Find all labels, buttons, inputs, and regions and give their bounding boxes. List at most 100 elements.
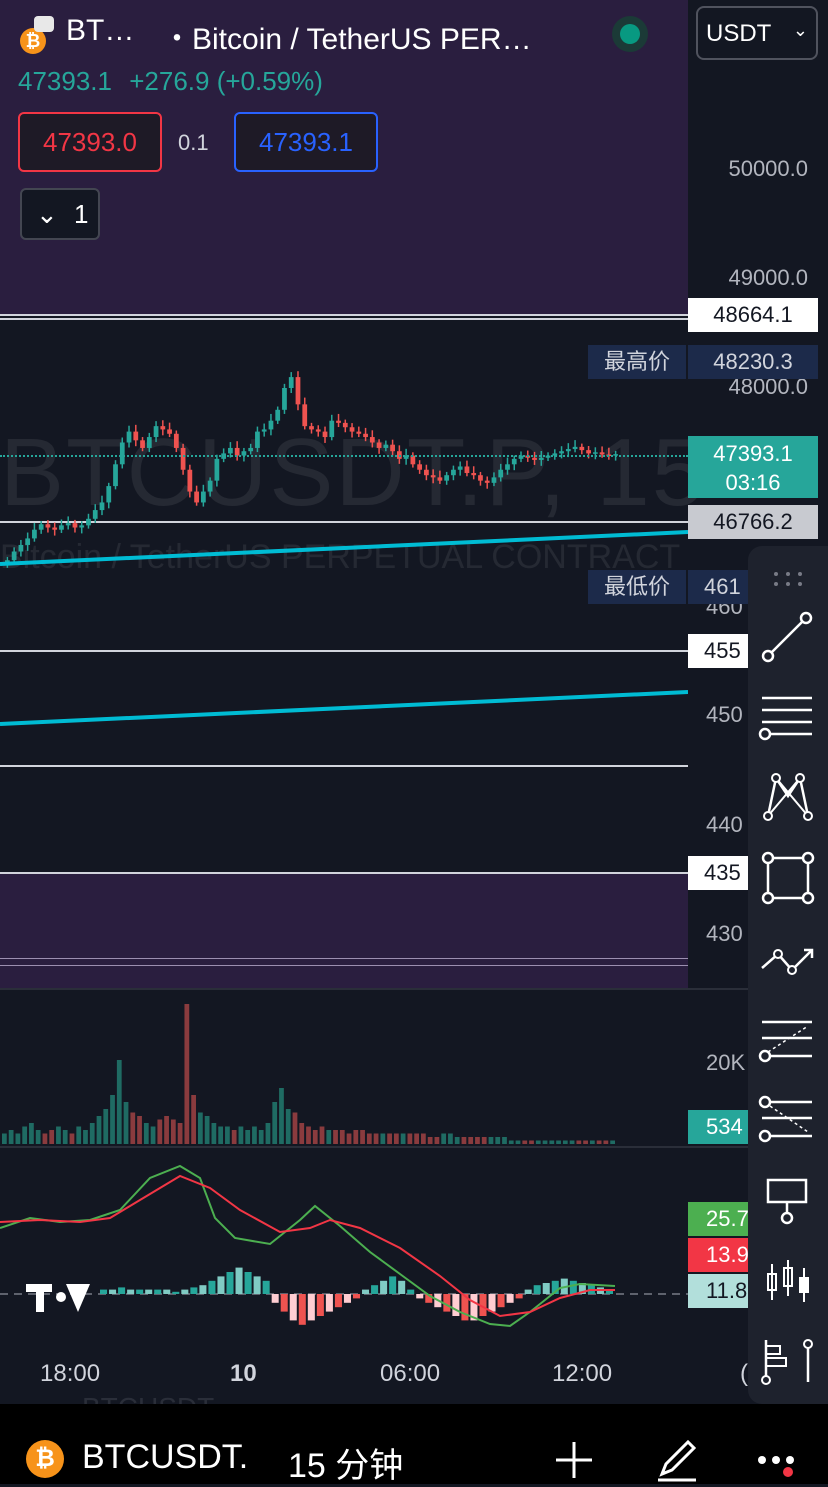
- histogram-bar: [506, 1294, 514, 1303]
- rectangle-icon[interactable]: [748, 838, 828, 918]
- histogram-bar: [425, 1294, 433, 1303]
- volume-bar: [197, 1112, 203, 1144]
- histogram-bar: [208, 1280, 216, 1294]
- volume-bar: [279, 1088, 284, 1144]
- sell-button[interactable]: 47393.0: [18, 112, 162, 172]
- candle-body: [309, 426, 314, 430]
- volume-chart[interactable]: [0, 990, 688, 1146]
- volume-bar: [414, 1133, 420, 1144]
- buy-button[interactable]: 47393.1: [234, 112, 378, 172]
- histogram-bar: [343, 1294, 351, 1303]
- volume-bar: [387, 1133, 392, 1144]
- symbol-description[interactable]: ・Bitcoin / TetherUS PER…: [162, 23, 532, 56]
- volume-bar: [434, 1137, 440, 1144]
- volume-bar: [407, 1133, 413, 1144]
- price-tick-43000: 430: [706, 921, 743, 946]
- volume-bar: [589, 1140, 595, 1144]
- histogram-bar: [533, 1285, 541, 1294]
- trendline-lower[interactable]: [0, 690, 688, 726]
- candles-icon[interactable]: [748, 1240, 828, 1320]
- line-price-tag-3[interactable]: 455: [688, 634, 748, 668]
- trendline-icon[interactable]: [748, 596, 828, 676]
- zone-line-b: [0, 965, 688, 966]
- horizontal-lines-icon[interactable]: [748, 676, 828, 756]
- volume-bar: [137, 1116, 142, 1144]
- histogram-bar: [605, 1289, 613, 1294]
- histogram-bar: [298, 1294, 306, 1325]
- candle-body: [437, 477, 443, 481]
- more-options-icon[interactable]: [752, 1444, 808, 1484]
- candle-body: [288, 377, 294, 388]
- grip-icon[interactable]: [748, 554, 828, 594]
- candle-body: [146, 437, 152, 448]
- high-price-tag: 48230.3: [688, 345, 818, 379]
- candle-body: [376, 442, 382, 448]
- line-price-tag-2[interactable]: 46766.2: [688, 505, 818, 539]
- histogram-bar: [569, 1280, 577, 1294]
- volume-bar: [150, 1126, 156, 1144]
- demand-zone: [0, 872, 688, 988]
- volume-bar: [441, 1133, 447, 1144]
- line-price-tag-1[interactable]: 48664.1: [688, 298, 818, 332]
- histogram-bar: [217, 1276, 225, 1294]
- volume-bar: [312, 1130, 318, 1144]
- pattern-icon[interactable]: [748, 756, 828, 836]
- signal-line: [0, 1174, 615, 1318]
- price-change: +276.9 (+0.59%): [129, 66, 323, 96]
- time-tick-day10: 10: [230, 1360, 257, 1387]
- volume-bar: [366, 1133, 372, 1144]
- line-price-tag-4[interactable]: 435: [688, 856, 748, 890]
- macd-line: [0, 1164, 616, 1328]
- histogram-bar: [307, 1294, 315, 1321]
- candle-body: [336, 420, 341, 423]
- bar-order-icon[interactable]: [748, 1320, 828, 1400]
- volume-bar: [400, 1133, 406, 1144]
- currency-value: USDT: [706, 20, 772, 47]
- volume-bar: [35, 1130, 41, 1144]
- volume-bar: [69, 1133, 75, 1144]
- symbol-short[interactable]: BT…: [66, 14, 135, 47]
- volume-bar: [76, 1126, 82, 1144]
- volume-bar: [380, 1133, 386, 1144]
- histogram-bar: [398, 1280, 406, 1294]
- pane-separator-1: [0, 988, 748, 990]
- footer-symbol[interactable]: BTCUSDT.: [82, 1438, 249, 1476]
- collapse-indicators-button[interactable]: ⌄ 1: [20, 188, 100, 240]
- histogram-bar: [271, 1294, 279, 1303]
- macd-chart[interactable]: [0, 1148, 688, 1348]
- text-note-icon[interactable]: [748, 1160, 828, 1240]
- horizontal-line-3[interactable]: [0, 650, 688, 652]
- volume-bar: [96, 1116, 102, 1144]
- horizontal-line-4[interactable]: [0, 765, 688, 767]
- fib-retracement-icon[interactable]: [748, 1000, 828, 1080]
- candle-body: [356, 431, 362, 434]
- currency-select[interactable]: USDT ⌄: [696, 6, 818, 60]
- fib-extension-icon[interactable]: [748, 1080, 828, 1160]
- volume-bar: [8, 1130, 14, 1144]
- bitcoin-icon: ₿: [26, 1440, 64, 1478]
- horizontal-line-1[interactable]: [0, 314, 688, 316]
- volume-bar: [292, 1112, 298, 1144]
- trendline-upper[interactable]: [0, 530, 688, 566]
- price-tick-49000: 49000.0: [728, 265, 808, 290]
- current-price-line: [0, 455, 688, 457]
- zone-line-a: [0, 958, 688, 959]
- volume-bar: [15, 1133, 21, 1144]
- candle-body: [214, 458, 220, 481]
- volume-bar: [610, 1140, 615, 1144]
- interval-button[interactable]: 15 分钟: [288, 1447, 404, 1485]
- horizontal-line-2[interactable]: [0, 521, 688, 523]
- histogram-value-tag: 11.8: [688, 1274, 748, 1308]
- horizontal-line-5[interactable]: [0, 872, 688, 874]
- candle-body: [315, 429, 321, 432]
- time-tick-0600: 06:00: [380, 1360, 441, 1387]
- add-icon[interactable]: [552, 1438, 596, 1482]
- chevron-down-icon: ⌄: [792, 20, 808, 40]
- candle-body: [248, 447, 254, 452]
- signal-value-tag: 13.9: [688, 1238, 748, 1272]
- volume-bar: [319, 1126, 325, 1144]
- drawing-pen-icon[interactable]: [652, 1434, 702, 1484]
- path-icon[interactable]: [748, 918, 828, 998]
- candle-body: [451, 469, 456, 476]
- volume-bar: [83, 1130, 88, 1144]
